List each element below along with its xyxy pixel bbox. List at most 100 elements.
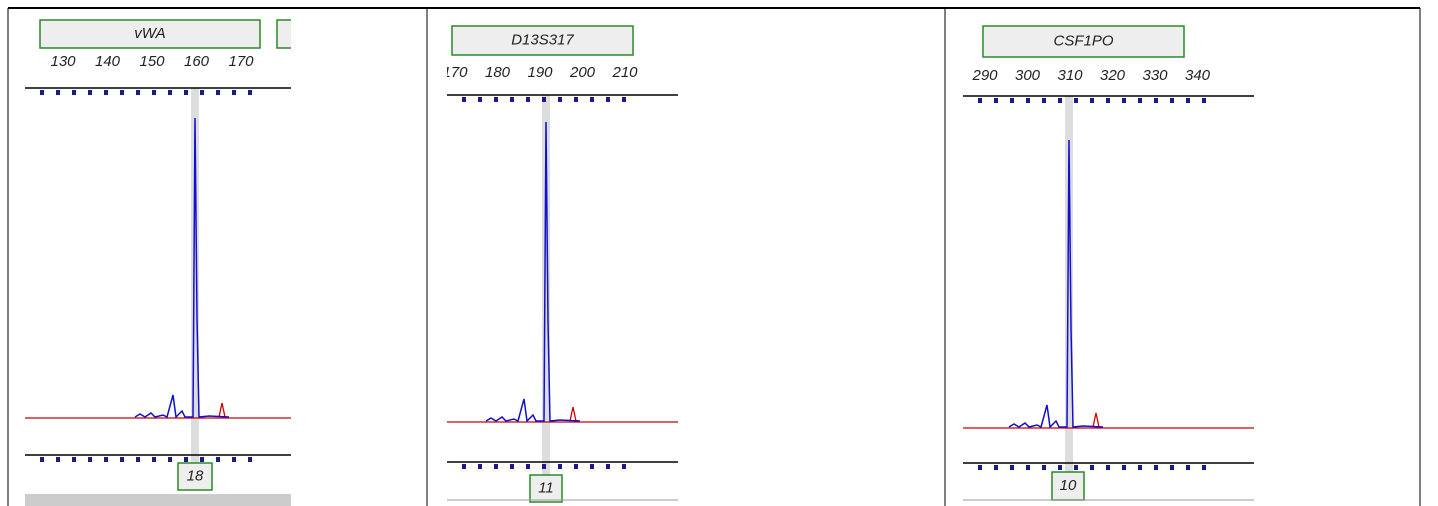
bin-marker — [184, 457, 188, 462]
bin-marker — [1058, 465, 1062, 470]
blue-trace — [1008, 139, 1104, 429]
bin-marker — [1138, 98, 1142, 103]
bin-marker — [1010, 98, 1014, 103]
bin-marker — [558, 97, 562, 102]
bin-marker — [1026, 465, 1030, 470]
scale-label: 340 — [1185, 67, 1211, 84]
blue-trace — [485, 121, 581, 423]
bin-marker — [558, 464, 562, 469]
scale-label: 150 — [139, 53, 165, 70]
bin-marker — [88, 457, 92, 462]
locus-box — [451, 25, 634, 56]
bin-marker — [606, 97, 610, 102]
bin-marker — [72, 90, 76, 95]
bin-marker — [232, 457, 236, 462]
bin-marker — [1106, 465, 1110, 470]
bin-marker — [590, 464, 594, 469]
bin-marker — [88, 90, 92, 95]
bin-marker — [1186, 98, 1190, 103]
allele-box — [529, 474, 563, 503]
bin-marker — [200, 457, 204, 462]
bin-marker — [542, 464, 546, 469]
red-peak — [218, 402, 226, 418]
bin-marker — [1170, 98, 1174, 103]
bin-marker — [510, 97, 514, 102]
bin-marker — [1058, 98, 1062, 103]
bin-marker — [542, 97, 546, 102]
blue-trace — [134, 117, 230, 419]
scale-label: 140 — [95, 53, 121, 70]
bin-marker — [1122, 98, 1126, 103]
bin-marker — [152, 457, 156, 462]
bin-marker — [1090, 465, 1094, 470]
bin-marker — [1202, 98, 1206, 103]
bin-marker — [606, 464, 610, 469]
scale-label: 320 — [1100, 67, 1126, 84]
bin-marker — [248, 457, 252, 462]
bin-marker — [978, 465, 982, 470]
bin-marker — [200, 90, 204, 95]
scale-label: 170 — [442, 64, 468, 81]
bin-marker — [136, 457, 140, 462]
bin-marker — [978, 98, 982, 103]
allele-label: 10 — [1060, 477, 1077, 494]
bin-marker — [1154, 465, 1158, 470]
bin-marker — [622, 97, 626, 102]
bin-marker — [120, 457, 124, 462]
bin-marker — [1074, 98, 1078, 103]
bin-marker — [510, 464, 514, 469]
bin-marker — [184, 90, 188, 95]
bin-marker — [1154, 98, 1158, 103]
locus-box — [982, 25, 1185, 58]
bin-marker — [120, 90, 124, 95]
bin-marker — [56, 457, 60, 462]
scale-label: 170 — [228, 53, 254, 70]
bin-marker — [574, 464, 578, 469]
bin-marker — [40, 457, 44, 462]
bin-marker — [1138, 465, 1142, 470]
bin-marker — [168, 457, 172, 462]
locus-box — [276, 19, 291, 49]
bin-marker — [56, 90, 60, 95]
bin-marker — [104, 457, 108, 462]
bin-marker — [1042, 465, 1046, 470]
bin-marker — [1074, 465, 1078, 470]
bin-marker — [168, 90, 172, 95]
bin-marker — [1042, 98, 1046, 103]
bin-marker — [994, 465, 998, 470]
bin-marker — [104, 90, 108, 95]
bin-marker — [1122, 465, 1126, 470]
panel: vWA 130 140 150 160 170 18 — [25, 19, 291, 506]
bin-marker — [494, 97, 498, 102]
allele-label: 11 — [538, 479, 554, 496]
allele-band — [542, 95, 550, 475]
bin-marker — [40, 90, 44, 95]
bin-marker — [216, 90, 220, 95]
panel: D13S317 170 180 190 200 210 11 — [442, 25, 678, 503]
scale-label: 300 — [1015, 67, 1041, 84]
bin-marker — [494, 464, 498, 469]
bin-marker — [1202, 465, 1206, 470]
panel: CSF1PO 290 300 310 320 330 340 10 — [963, 25, 1254, 501]
scale-label: 290 — [971, 67, 998, 84]
bin-marker — [1026, 98, 1030, 103]
bin-marker — [1170, 465, 1174, 470]
allele-label: 18 — [187, 467, 204, 484]
bin-marker — [526, 464, 530, 469]
bin-marker — [216, 457, 220, 462]
allele-box — [177, 462, 213, 491]
bin-marker — [1090, 98, 1094, 103]
scale-label: 210 — [611, 64, 638, 81]
bin-marker — [152, 90, 156, 95]
bin-marker — [232, 90, 236, 95]
bin-marker — [72, 457, 76, 462]
scrollbar — [25, 494, 291, 506]
red-peak — [1092, 412, 1100, 428]
scale-label: 160 — [184, 53, 210, 70]
locus-name: D13S317 — [511, 31, 574, 48]
bin-marker — [1186, 465, 1190, 470]
scale-label: 310 — [1057, 67, 1083, 84]
bin-marker — [622, 464, 626, 469]
